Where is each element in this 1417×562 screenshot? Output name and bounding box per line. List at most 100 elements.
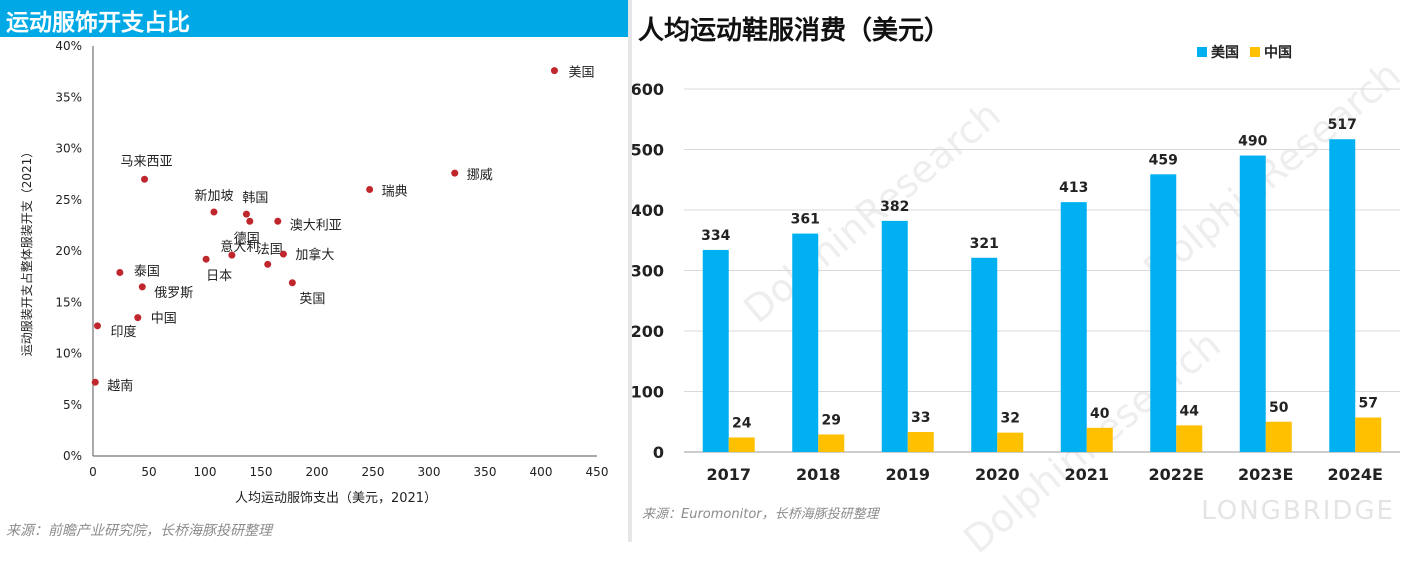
bar-cn bbox=[997, 432, 1024, 452]
scatter-point-label: 英国 bbox=[299, 292, 325, 307]
scatter-x-axis-label: 人均运动服饰支出（美元，2021） bbox=[235, 491, 437, 506]
scatter-x-tick-label: 400 bbox=[530, 465, 553, 479]
scatter-point-label: 美国 bbox=[568, 66, 594, 81]
scatter-point-label: 加拿大 bbox=[295, 247, 334, 263]
scatter-point bbox=[550, 67, 558, 75]
bar-cn bbox=[907, 432, 934, 452]
bar-us bbox=[1060, 202, 1087, 452]
scatter-point-label: 越南 bbox=[107, 378, 133, 394]
bar-cn-value-label: 33 bbox=[911, 410, 930, 426]
bar-cn bbox=[1176, 425, 1203, 452]
bar-y-tick-label: 0 bbox=[653, 443, 664, 462]
scatter-panel: 运动服饰开支占比 运动服装开支占整体服装开支（2021） 人均运动服饰支出（美元… bbox=[0, 0, 628, 542]
bar-x-tick-label: 2020 bbox=[975, 465, 1020, 484]
scatter-chart: 运动服装开支占整体服装开支（2021） 人均运动服饰支出（美元，2021） 0 5… bbox=[19, 39, 609, 506]
scatter-point bbox=[228, 251, 236, 259]
scatter-y-tick-label: 0% bbox=[63, 449, 82, 463]
scatter-point-label: 日本 bbox=[206, 269, 232, 284]
scatter-y-tick-label: 40% bbox=[55, 39, 82, 53]
scatter-point-label: 瑞典 bbox=[382, 185, 408, 200]
scatter-y-tick-label: 30% bbox=[55, 142, 82, 156]
scatter-point-label: 法国 bbox=[257, 242, 283, 257]
scatter-title: 运动服饰开支占比 bbox=[6, 10, 190, 36]
bar-cn bbox=[1086, 427, 1113, 452]
scatter-point bbox=[138, 283, 146, 291]
bar-y-tick-label: 300 bbox=[632, 262, 664, 281]
scatter-point bbox=[264, 260, 272, 268]
bar-us-value-label: 361 bbox=[791, 212, 820, 228]
bar-us-value-label: 517 bbox=[1328, 117, 1357, 133]
bar-us-value-label: 321 bbox=[970, 236, 999, 252]
bar-us bbox=[1150, 174, 1177, 452]
scatter-point-label: 挪威 bbox=[467, 168, 493, 183]
bar-us-value-label: 334 bbox=[701, 228, 730, 244]
scatter-point-label: 意大利 bbox=[220, 239, 259, 255]
scatter-x-tick-label: 250 bbox=[362, 465, 385, 479]
scatter-point bbox=[274, 217, 282, 225]
bar-us bbox=[971, 257, 998, 452]
scatter-point-label: 泰国 bbox=[134, 265, 160, 280]
scatter-point bbox=[279, 250, 287, 258]
scatter-point bbox=[366, 186, 374, 193]
bar-us bbox=[1239, 155, 1266, 453]
panel-divider bbox=[628, 0, 632, 542]
scatter-point bbox=[288, 279, 296, 287]
bar-x-tick-label: 2021 bbox=[1064, 465, 1109, 484]
bar-cn bbox=[1265, 421, 1292, 452]
scatter-point-label: 印度 bbox=[110, 324, 136, 340]
bar-cn bbox=[728, 437, 755, 452]
bar-us bbox=[702, 249, 729, 452]
scatter-y-tick-label: 25% bbox=[55, 193, 82, 207]
scatter-point-label: 德国 bbox=[234, 231, 260, 246]
scatter-x-tick-label: 300 bbox=[418, 465, 441, 479]
scatter-point bbox=[91, 378, 99, 386]
bar-us bbox=[792, 233, 819, 452]
watermark-logo: LONGBRIDGE bbox=[1201, 496, 1395, 526]
bar-chart-title: 人均运动鞋服消费（美元） bbox=[638, 16, 951, 46]
scatter-point bbox=[116, 269, 124, 277]
bar-cn-value-label: 29 bbox=[822, 412, 841, 428]
bar-y-tick-label: 500 bbox=[632, 141, 664, 160]
bar-us bbox=[881, 220, 908, 452]
bar-cn-value-label: 40 bbox=[1090, 406, 1110, 422]
scatter-point bbox=[202, 255, 210, 263]
bar-cn-value-label: 44 bbox=[1180, 403, 1200, 419]
scatter-x-tick-label: 150 bbox=[250, 465, 273, 479]
bar-cn bbox=[1355, 417, 1382, 452]
bar-y-tick-label: 600 bbox=[632, 80, 664, 99]
scatter-point bbox=[242, 210, 250, 218]
legend-cn-swatch bbox=[1250, 47, 1260, 57]
bar-x-tick-label: 2023E bbox=[1238, 465, 1293, 484]
scatter-point-label: 新加坡 bbox=[194, 188, 233, 204]
scatter-x-tick-label: 50 bbox=[141, 465, 156, 479]
scatter-point-label: 澳大利亚 bbox=[290, 217, 342, 233]
right-source-note: 来源：Euromonitor，长桥海豚投研整理 bbox=[642, 507, 879, 522]
bar-x-tick-label: 2019 bbox=[885, 465, 930, 484]
legend-us-swatch bbox=[1197, 47, 1207, 57]
bar-y-tick-label: 400 bbox=[632, 201, 664, 220]
scatter-x-tick-label: 450 bbox=[586, 465, 609, 479]
scatter-x-tick-label: 350 bbox=[474, 465, 497, 479]
scatter-y-axis-label: 运动服装开支占整体服装开支（2021） bbox=[19, 146, 34, 357]
scatter-point bbox=[451, 169, 459, 177]
scatter-x-tick-label: 100 bbox=[194, 465, 217, 479]
bar-cn bbox=[818, 434, 845, 452]
scatter-point-label: 中国 bbox=[151, 312, 177, 327]
scatter-point-label: 韩国 bbox=[242, 191, 268, 206]
scatter-y-tick-label: 5% bbox=[63, 398, 82, 412]
scatter-point bbox=[93, 322, 101, 330]
title-banner: 运动服饰开支占比 bbox=[0, 0, 628, 37]
bar-chart: 美国 中国 0 100 200 300 400 500 600 334 24 2017 361 29 2… bbox=[632, 44, 1400, 484]
bar-panel: DolphinResearch DolphinResearch DolphinR… bbox=[632, 0, 1417, 562]
bar-x-tick-label: 2018 bbox=[796, 465, 841, 484]
bar-x-tick-label: 2024E bbox=[1328, 465, 1383, 484]
scatter-point-label: 马来西亚 bbox=[121, 154, 173, 169]
bar-cn-value-label: 32 bbox=[1001, 411, 1020, 427]
bar-cn-value-label: 50 bbox=[1269, 400, 1289, 416]
scatter-point bbox=[210, 208, 218, 216]
bar-us-value-label: 490 bbox=[1238, 134, 1267, 150]
bar-us-value-label: 413 bbox=[1059, 180, 1088, 196]
bar-cn-value-label: 57 bbox=[1359, 396, 1378, 412]
bar-y-tick-label: 200 bbox=[632, 322, 664, 341]
bar-us-value-label: 382 bbox=[880, 199, 909, 215]
